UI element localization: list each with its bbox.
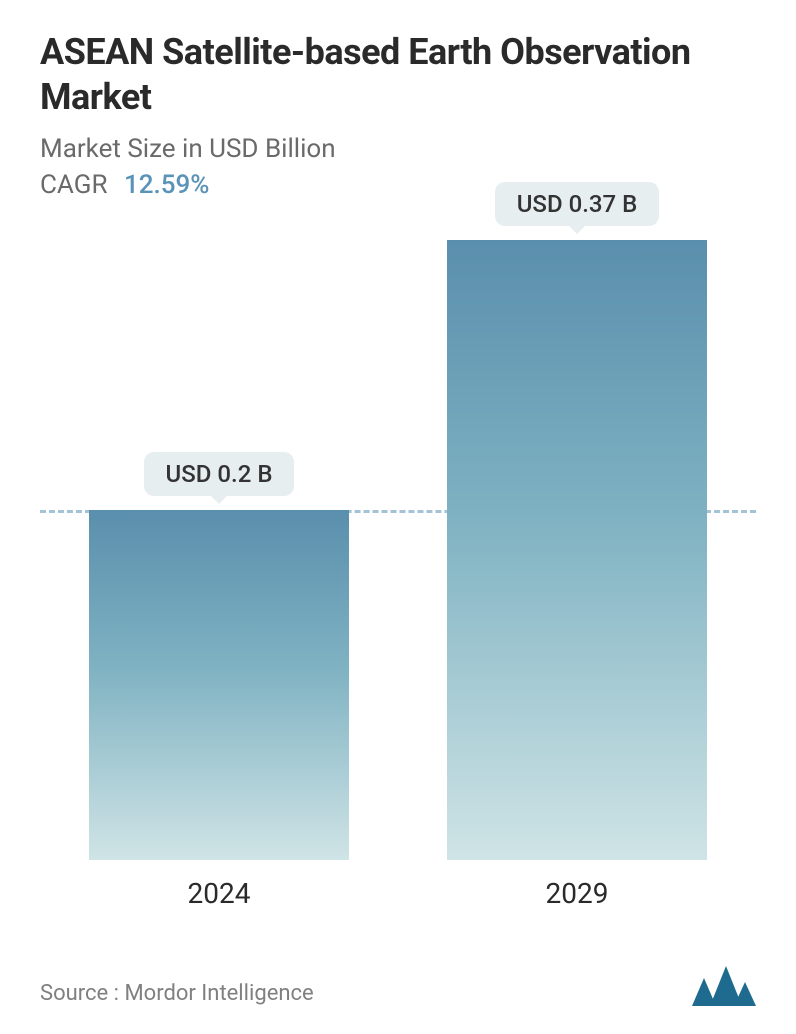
- value-label-0: USD 0.2 B: [144, 452, 295, 496]
- x-label-1: 2029: [427, 877, 727, 910]
- bar-1: [447, 240, 707, 860]
- source-attribution: Source : Mordor Intelligence: [40, 981, 314, 1006]
- value-label-1: USD 0.37 B: [495, 182, 660, 226]
- x-label-0: 2024: [69, 877, 369, 910]
- bar-0: [89, 510, 349, 860]
- x-axis-labels: 2024 2029: [40, 877, 756, 910]
- source-name: Mordor Intelligence: [124, 981, 313, 1006]
- bar-group-1: USD 0.37 B: [427, 182, 727, 860]
- mordor-logo-icon: [692, 964, 756, 1006]
- chart-subtitle: Market Size in USD Billion: [40, 134, 756, 164]
- cagr-value: 12.59%: [124, 170, 209, 200]
- chart-footer: Source : Mordor Intelligence: [40, 964, 756, 1006]
- bar-group-0: USD 0.2 B: [69, 452, 369, 860]
- cagr-label: CAGR: [40, 170, 107, 200]
- chart-title: ASEAN Satellite-based Earth Observation …: [40, 30, 756, 120]
- source-label: Source :: [40, 981, 119, 1006]
- bar-chart: USD 0.2 B USD 0.37 B 2024 2029: [40, 230, 756, 910]
- bars-container: USD 0.2 B USD 0.37 B: [40, 230, 756, 860]
